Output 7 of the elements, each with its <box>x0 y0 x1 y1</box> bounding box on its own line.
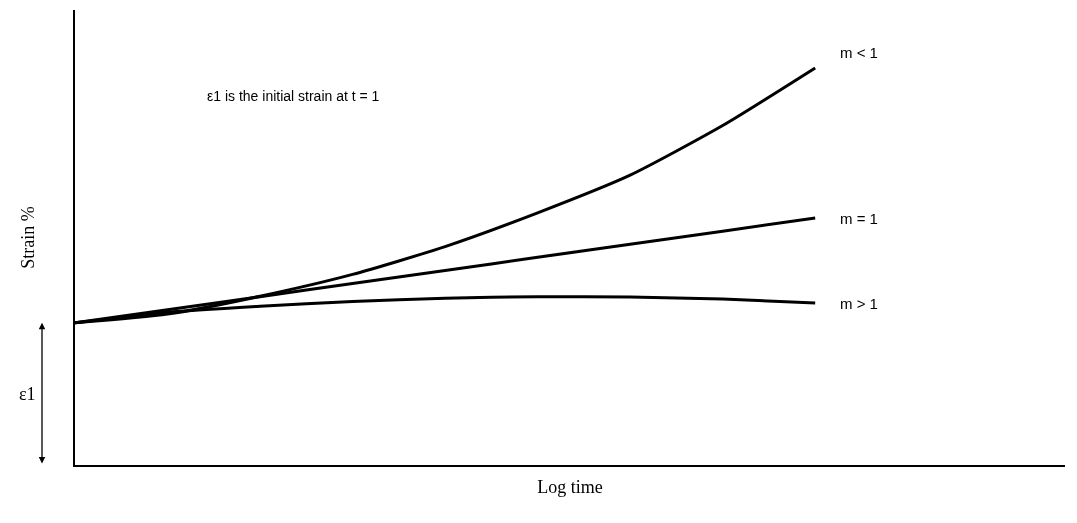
annotation: ε1 <box>19 384 36 404</box>
series-label: m = 1 <box>840 210 878 227</box>
x-axis-title: Log time <box>537 476 603 497</box>
annotation: ε1 is the initial strain at t = 1 <box>207 88 380 104</box>
y-axis-title: Strain % <box>17 206 38 269</box>
series-label: m < 1 <box>840 44 878 61</box>
series-label: m > 1 <box>840 295 878 312</box>
